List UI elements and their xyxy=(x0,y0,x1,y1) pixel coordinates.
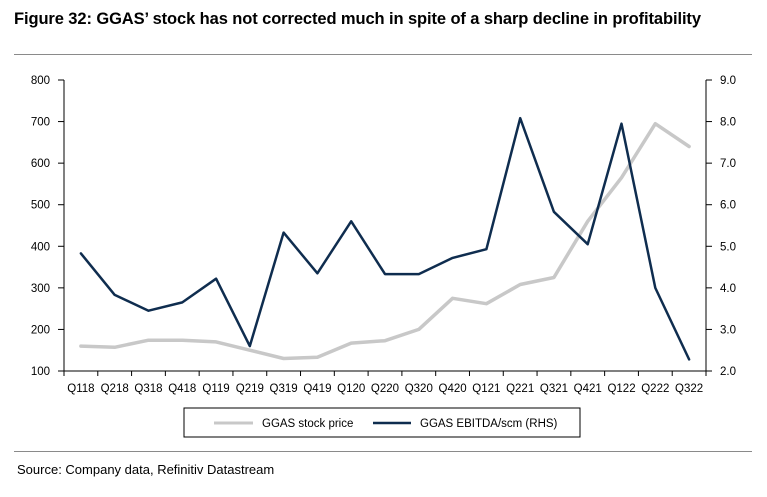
top-rule xyxy=(14,54,752,55)
legend-box xyxy=(183,407,581,438)
left-tick-label: 700 xyxy=(31,117,50,129)
legend-label-ebitda: GGAS EBITDA/scm (RHS) xyxy=(420,418,558,430)
source-note: Source: Company data, Refinitiv Datastre… xyxy=(17,462,275,477)
x-tick-label: Q121 xyxy=(472,383,500,395)
x-axis: Q118 Q218 Q318 Q418 Q119 Q219 Q319 Q419 Q120 Q220… xyxy=(63,370,707,395)
right-tick-label: 2.0 xyxy=(720,366,736,378)
right-tick-label: 6.0 xyxy=(720,200,736,212)
series-layer xyxy=(79,116,691,361)
x-tick-label: Q322 xyxy=(675,383,703,395)
legend-label-stock-price: GGAS stock price xyxy=(262,418,353,430)
legend: GGAS stock price GGAS EBITDA/scm (RHS) xyxy=(183,407,581,438)
x-tick-label: Q220 xyxy=(371,383,399,395)
line-chart: 100 200 300 400 500 600 700 800 2.0 3.0 4.0 5.0 6.0… xyxy=(31,75,736,438)
x-tick-label: Q419 xyxy=(303,383,331,395)
series-line-stock-price xyxy=(79,121,691,361)
x-tick-label: Q318 xyxy=(134,383,162,395)
right-tick-label: 4.0 xyxy=(720,283,736,295)
x-tick-label: Q122 xyxy=(607,383,635,395)
x-tick-label: Q222 xyxy=(641,383,669,395)
x-tick-label: Q221 xyxy=(506,383,534,395)
left-tick-label: 400 xyxy=(31,241,50,253)
left-tick-label: 600 xyxy=(31,158,50,170)
x-tick-label: Q119 xyxy=(202,383,229,395)
x-tick-label: Q321 xyxy=(540,383,568,395)
right-axis: 2.0 3.0 4.0 5.0 6.0 7.0 8.0 9.0 xyxy=(705,75,736,378)
x-tick-label: Q319 xyxy=(270,383,298,395)
x-tick-label: Q218 xyxy=(101,383,129,395)
series-line-ebitda xyxy=(79,116,691,361)
x-tick-label: Q418 xyxy=(168,383,196,395)
x-tick-label: Q420 xyxy=(439,383,467,395)
right-tick-label: 5.0 xyxy=(720,241,736,253)
left-tick-label: 300 xyxy=(31,283,50,295)
left-axis: 100 200 300 400 500 600 700 800 xyxy=(31,75,65,378)
chart-title: Figure 32: GGAS’ stock has not corrected… xyxy=(14,10,701,28)
x-tick-label: Q320 xyxy=(405,383,433,395)
bottom-rule xyxy=(14,451,752,452)
left-tick-label: 800 xyxy=(31,75,50,87)
right-tick-label: 8.0 xyxy=(720,117,736,129)
left-tick-label: 100 xyxy=(31,366,50,378)
left-tick-label: 200 xyxy=(31,324,50,336)
right-tick-label: 9.0 xyxy=(720,75,736,87)
x-tick-label: Q120 xyxy=(337,383,365,395)
x-tick-label: Q219 xyxy=(236,383,264,395)
right-tick-label: 7.0 xyxy=(720,158,736,170)
x-tick-label: Q118 xyxy=(67,383,94,395)
right-tick-label: 3.0 xyxy=(720,324,736,336)
x-tick-label: Q421 xyxy=(574,383,602,395)
left-tick-label: 500 xyxy=(31,200,50,212)
